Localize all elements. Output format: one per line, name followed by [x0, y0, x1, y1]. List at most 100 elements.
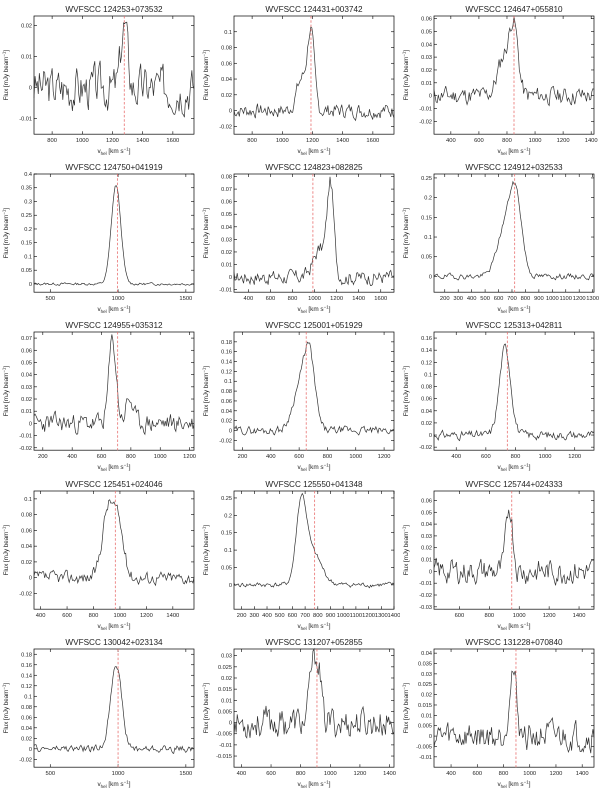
x-tick-label: 800 — [521, 296, 531, 302]
y-tick-label: 0.04 — [221, 409, 232, 415]
x-tick-label: 400 — [262, 613, 272, 619]
spectrum-line — [33, 334, 195, 436]
y-tick-label: 0.35 — [21, 186, 32, 192]
x-tick-label: 1300 — [375, 613, 388, 619]
x-tick-label: 1000 — [112, 771, 125, 777]
x-tick-label: 700 — [300, 613, 310, 619]
panel-title: WVFSCC 125451+024046 — [65, 480, 163, 489]
y-tick-label: 0.04 — [421, 522, 432, 528]
spectrum-panel: WVFSCC 125001+051929 200 400 600 800 1000 1200… — [202, 321, 395, 472]
spectrum-line — [33, 498, 195, 586]
y-tick-label: 0.1 — [224, 380, 232, 386]
x-tick-label: 1500 — [179, 296, 192, 302]
y-tick-label: 0.02 — [421, 692, 432, 698]
spectrum-line — [233, 341, 395, 436]
y-tick-label: 0.02 — [221, 676, 232, 682]
panel-title: WVFSCC 124750+041919 — [65, 163, 163, 172]
y-tick-label: 0.04 — [421, 651, 432, 657]
x-tick-label: 1000 — [308, 296, 321, 302]
y-tick-label: 0.25 — [421, 176, 432, 182]
x-tick-label: 800 — [296, 771, 306, 777]
y-tick-label: 0.06 — [21, 528, 32, 534]
y-tick-label: 0.04 — [21, 726, 32, 732]
y-tick-label: 0.005 — [418, 724, 432, 730]
x-tick-label: 200 — [238, 455, 248, 461]
y-axis-label: Flux [mJy beam−1] — [402, 50, 410, 101]
y-tick-label: 0.01 — [221, 698, 232, 704]
x-tick-label: 900 — [534, 296, 544, 302]
y-tick-label: 0 — [29, 282, 32, 288]
x-tick-label: 1000 — [546, 296, 559, 302]
y-axis-label: Flux [mJy beam−1] — [2, 208, 10, 259]
x-tick-label: 1200 — [353, 771, 366, 777]
x-tick-label: 600 — [472, 771, 482, 777]
y-tick-label: -0.01 — [19, 117, 32, 123]
y-tick-label: 0.18 — [21, 652, 32, 658]
y-tick-label: 0.06 — [421, 397, 432, 403]
plot-frame — [233, 332, 395, 451]
plot-frame — [233, 173, 395, 293]
x-axis-label: vhel [km s−1] — [97, 147, 130, 156]
y-tick-label: 0.08 — [221, 175, 232, 181]
x-tick-label: 1200 — [550, 771, 563, 777]
y-tick-label: 0.1 — [24, 496, 32, 502]
x-tick-label: 1400 — [383, 771, 396, 777]
y-tick-label: 0.01 — [21, 410, 32, 416]
x-tick-label: 600 — [294, 455, 304, 461]
spectrum-line — [33, 665, 195, 754]
y-axis-label: Flux [mJy beam−1] — [2, 366, 10, 417]
x-tick-label: 1000 — [276, 138, 289, 144]
y-tick-label: 0.015 — [218, 687, 232, 693]
x-tick-label: 200 — [440, 296, 450, 302]
x-axis-label: vhel [km s−1] — [297, 621, 330, 630]
y-axis-label: Flux [mJy beam−1] — [2, 524, 10, 575]
x-tick-label: 500 — [480, 296, 490, 302]
x-tick-label: 1200 — [543, 613, 556, 619]
y-tick-label: 0.15 — [421, 216, 432, 222]
y-tick-label: 0.03 — [21, 385, 32, 391]
plot-frame — [33, 490, 195, 610]
y-tick-label: 0.01 — [421, 557, 432, 563]
y-tick-label: -0.02 — [419, 593, 432, 599]
y-tick-label: 0.01 — [221, 263, 232, 269]
x-tick-label: 1000 — [539, 455, 552, 461]
x-tick-label: 1000 — [523, 771, 536, 777]
x-tick-label: 1200 — [568, 455, 581, 461]
y-tick-label: 0.12 — [421, 361, 432, 367]
y-tick-label: -0.01 — [19, 434, 32, 440]
x-tick-label: 1200 — [140, 613, 153, 619]
x-tick-label: 1000 — [337, 613, 350, 619]
y-tick-label: 0.005 — [218, 709, 232, 715]
y-tick-label: 0.16 — [21, 663, 32, 669]
panel-title: WVFSCC 125550+041348 — [265, 480, 363, 489]
x-tick-label: 800 — [484, 613, 494, 619]
y-tick-label: 0.06 — [421, 498, 432, 504]
x-tick-label: 1400 — [166, 613, 179, 619]
spectrum-panel: WVFSCC 124750+041919 500 1000 1500 0 0.05 0.1 0… — [2, 163, 195, 314]
y-axis-label: Flux [mJy beam−1] — [402, 524, 410, 575]
x-axis-label: vhel [km s−1] — [297, 147, 330, 156]
spectrum-panel: WVFSCC 125313+042811 400 600 800 1000 1200 -0.… — [402, 321, 595, 472]
y-tick-label: -0.02 — [219, 124, 232, 130]
x-tick-label: 600 — [288, 613, 298, 619]
y-axis-label: Flux [mJy beam−1] — [402, 208, 410, 259]
y-tick-label: 0.01 — [421, 81, 432, 87]
y-tick-label: 0.03 — [221, 653, 232, 659]
x-tick-label: 1200 — [573, 296, 586, 302]
y-tick-label: 0.02 — [221, 93, 232, 99]
x-tick-label: 1100 — [560, 296, 572, 302]
x-tick-label: 1200 — [106, 138, 119, 144]
y-tick-label: 0.02 — [21, 397, 32, 403]
y-tick-label: 0.02 — [221, 419, 232, 425]
y-tick-label: 0.08 — [421, 385, 432, 391]
x-tick-label: 1400 — [352, 296, 365, 302]
x-tick-label: 1200 — [557, 138, 570, 144]
x-tick-label: 1200 — [362, 613, 375, 619]
y-tick-label: 0 — [29, 747, 32, 753]
y-tick-label: 0.07 — [221, 187, 232, 193]
x-tick-label: 800 — [323, 455, 333, 461]
spectrum-panel: WVFSCC 124955+035312 200 400 600 800 1000 1200… — [2, 321, 197, 472]
spectrum-panel: WVFSCC 124912+032533 200 300 400 500 600 700 80… — [402, 163, 600, 314]
y-tick-label: 0.05 — [221, 565, 232, 571]
y-tick-label: 0.06 — [221, 399, 232, 405]
